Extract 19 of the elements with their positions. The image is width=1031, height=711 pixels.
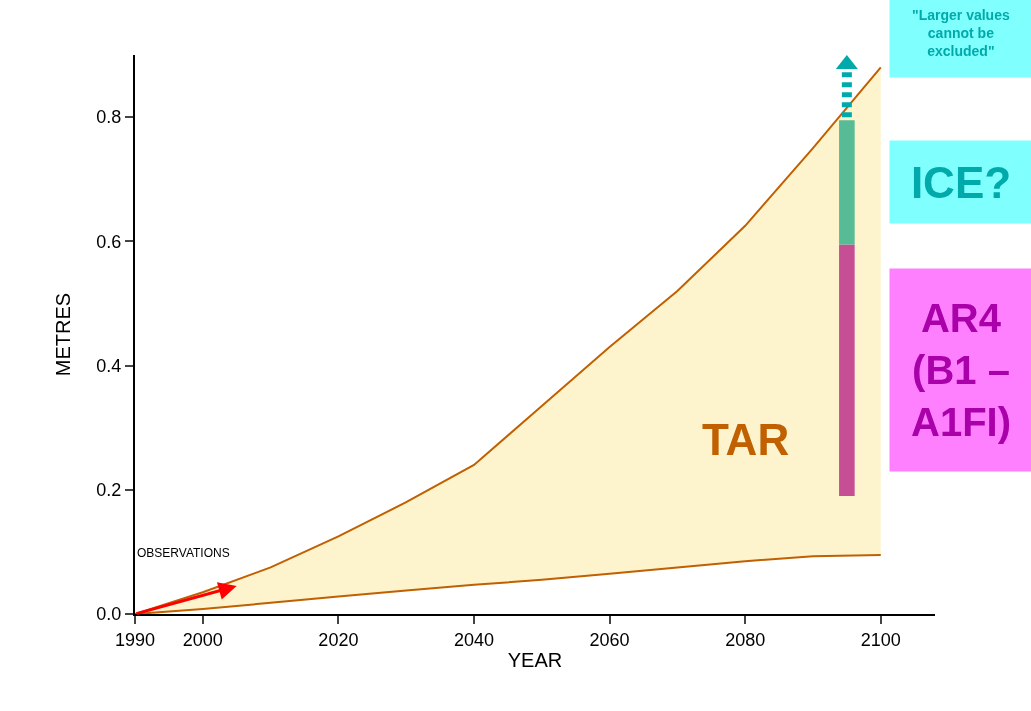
y-tick-label: 0.8 [96,107,122,128]
y-axis-title: METRES [52,292,75,377]
x-tick-label: 2080 [725,629,766,650]
x-tick-label: 1990 [114,629,156,650]
x-tick-label: 2040 [453,629,494,650]
x-tick-label: 2000 [182,629,223,650]
y-tick-label: 0.6 [96,231,122,252]
x-axis-title: YEAR [507,648,563,671]
series-label: TAR [702,415,790,464]
x-tick-label: 2100 [860,629,901,650]
x-tick-label: 2020 [318,629,359,650]
series-label: AR4 (B1 – A1FI) [911,296,1011,444]
y-tick-label: 0.2 [96,480,122,501]
y-tick-label: 0.0 [96,604,122,625]
x-tick-label: 2060 [589,629,630,650]
y-tick-label: 0.4 [96,355,122,376]
annotation: OBSERVATIONS [137,546,230,560]
series-label: ICE? [910,157,1012,207]
annotation: "Larger values cannot be excluded" [912,6,1010,60]
